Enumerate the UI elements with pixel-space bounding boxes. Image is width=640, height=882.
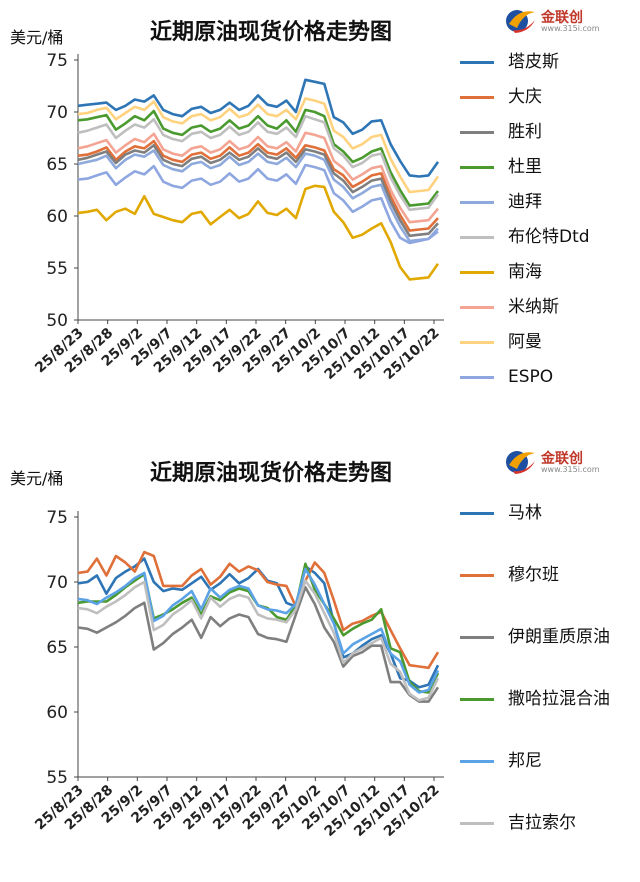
legend-swatch <box>460 512 494 515</box>
legend-label: 撒哈拉混合油 <box>508 689 610 709</box>
brand-name: 金联创 <box>541 451 583 467</box>
y-tick-label: 65 <box>46 638 68 658</box>
unit-label: 美元/桶 <box>10 28 64 47</box>
legend-label: 杜里 <box>508 157 542 177</box>
y-tick-label: 60 <box>46 207 68 227</box>
series-line-4 <box>77 567 440 694</box>
legend-label: 邦尼 <box>508 751 542 771</box>
series-line-1 <box>77 139 439 232</box>
brand-url: www.315i.com <box>541 24 600 33</box>
series-line-6 <box>77 184 440 281</box>
legend-label: 迪拜 <box>508 192 542 212</box>
y-tick-label: 70 <box>46 103 68 123</box>
legend-label: 布伦特Dtd <box>508 227 590 247</box>
legend-swatch <box>460 96 494 99</box>
legend-swatch <box>460 271 494 274</box>
legend-label: 胜利 <box>508 122 542 142</box>
legend-label: 米纳斯 <box>508 297 559 317</box>
legend-item: 撒哈拉混合油 <box>460 689 640 751</box>
legend-label: 伊朗重质原油 <box>508 627 610 647</box>
brand-logo: 金联创 www.315i.com <box>505 4 625 40</box>
legend-item: 迪拜 <box>460 192 640 227</box>
y-tick-label: 75 <box>46 51 68 71</box>
unit-label: 美元/桶 <box>10 469 64 488</box>
legend-item: 南海 <box>460 262 640 297</box>
legend-label: 大庆 <box>508 87 542 107</box>
series-line-5 <box>77 579 440 702</box>
legend-top: 塔皮斯大庆胜利杜里迪拜布伦特Dtd 南海米纳斯阿曼 ESPO <box>460 52 640 402</box>
legend-swatch <box>460 822 494 825</box>
series-line-2 <box>77 585 440 703</box>
legend-swatch <box>460 306 494 309</box>
legend-item: 穆尔班 <box>460 565 640 627</box>
y-tick-label: 70 <box>46 573 68 593</box>
legend-item: 大庆 <box>460 87 640 122</box>
legend-swatch <box>460 341 494 344</box>
legend-label: 阿曼 <box>508 332 542 352</box>
legend-label: ESPO <box>508 367 554 387</box>
series-line-3 <box>77 562 440 694</box>
series-line-5 <box>77 114 440 212</box>
series-line-0 <box>77 78 440 178</box>
legend-item: 布伦特Dtd <box>460 227 640 262</box>
series-line-9 <box>77 163 439 245</box>
legend-label: 马林 <box>508 503 542 523</box>
legend-swatch <box>460 201 494 204</box>
chart-panel-top: 50 55 60 65 70 75 25/8/23 25/8/28 25/9/2 25/9/7 25… <box>10 4 640 402</box>
chart-title: 近期原油现货价格走势图 <box>150 461 393 486</box>
legend-swatch <box>460 574 494 577</box>
legend-swatch <box>460 61 494 64</box>
legend-item: ESPO <box>460 367 640 402</box>
brand-logo-icon <box>506 10 535 33</box>
legend-label: 吉拉索尔 <box>508 813 576 833</box>
legend-item: 阿曼 <box>460 332 640 367</box>
brand-logo: 金联创 www.315i.com <box>505 445 625 481</box>
legend-swatch <box>460 760 494 763</box>
legend-swatch <box>460 698 494 701</box>
legend-swatch <box>460 236 494 239</box>
brand-logo-icon <box>506 451 535 474</box>
y-tick-label: 50 <box>46 311 68 331</box>
chart-canvas-bottom: 556065707525/8/2325/8/2825/9/225/9/725/9… <box>32 508 444 840</box>
y-tick-label: 65 <box>46 155 68 175</box>
legend-item: 塔皮斯 <box>460 52 640 87</box>
legend-label: 塔皮斯 <box>508 52 559 72</box>
chart-canvas-top: 50556065707525/8/2325/8/2825/9/225/9/725… <box>32 51 444 383</box>
legend-swatch <box>460 636 494 639</box>
legend-item: 胜利 <box>460 122 640 157</box>
series-line-2 <box>77 144 439 238</box>
brand-name: 金联创 <box>541 10 583 26</box>
legend-swatch <box>460 131 494 134</box>
legend-item: 米纳斯 <box>460 297 640 332</box>
y-tick-label: 55 <box>46 259 68 279</box>
legend-item: 杜里 <box>460 157 640 192</box>
legend-label: 穆尔班 <box>508 565 559 585</box>
y-tick-label: 55 <box>46 768 68 788</box>
legend-item: 邦尼 <box>460 751 640 813</box>
y-tick-label: 60 <box>46 703 68 723</box>
legend-item: 伊朗重质原油 <box>460 627 640 689</box>
y-tick-label: 75 <box>46 508 68 528</box>
legend-swatch <box>460 376 494 379</box>
legend-item: 吉拉索尔 <box>460 813 640 875</box>
legend-swatch <box>460 166 494 169</box>
brand-url: www.315i.com <box>541 465 600 474</box>
legend-item: 马林 <box>460 503 640 565</box>
series-line-8 <box>77 97 440 194</box>
chart-panel-bottom: 55 60 65 70 75 25/8/23 25/8/28 25/9/2 25/9/7 25/9… <box>0 441 640 882</box>
series-line-3 <box>77 108 440 207</box>
series-line-7 <box>77 131 440 224</box>
legend-bottom: 马林穆尔班伊朗重质原油 撒哈拉混合油 邦尼吉拉索尔 <box>460 503 640 875</box>
legend-label: 南海 <box>508 262 542 282</box>
series-line-4 <box>77 149 439 243</box>
chart-title: 近期原油现货价格走势图 <box>150 20 393 45</box>
